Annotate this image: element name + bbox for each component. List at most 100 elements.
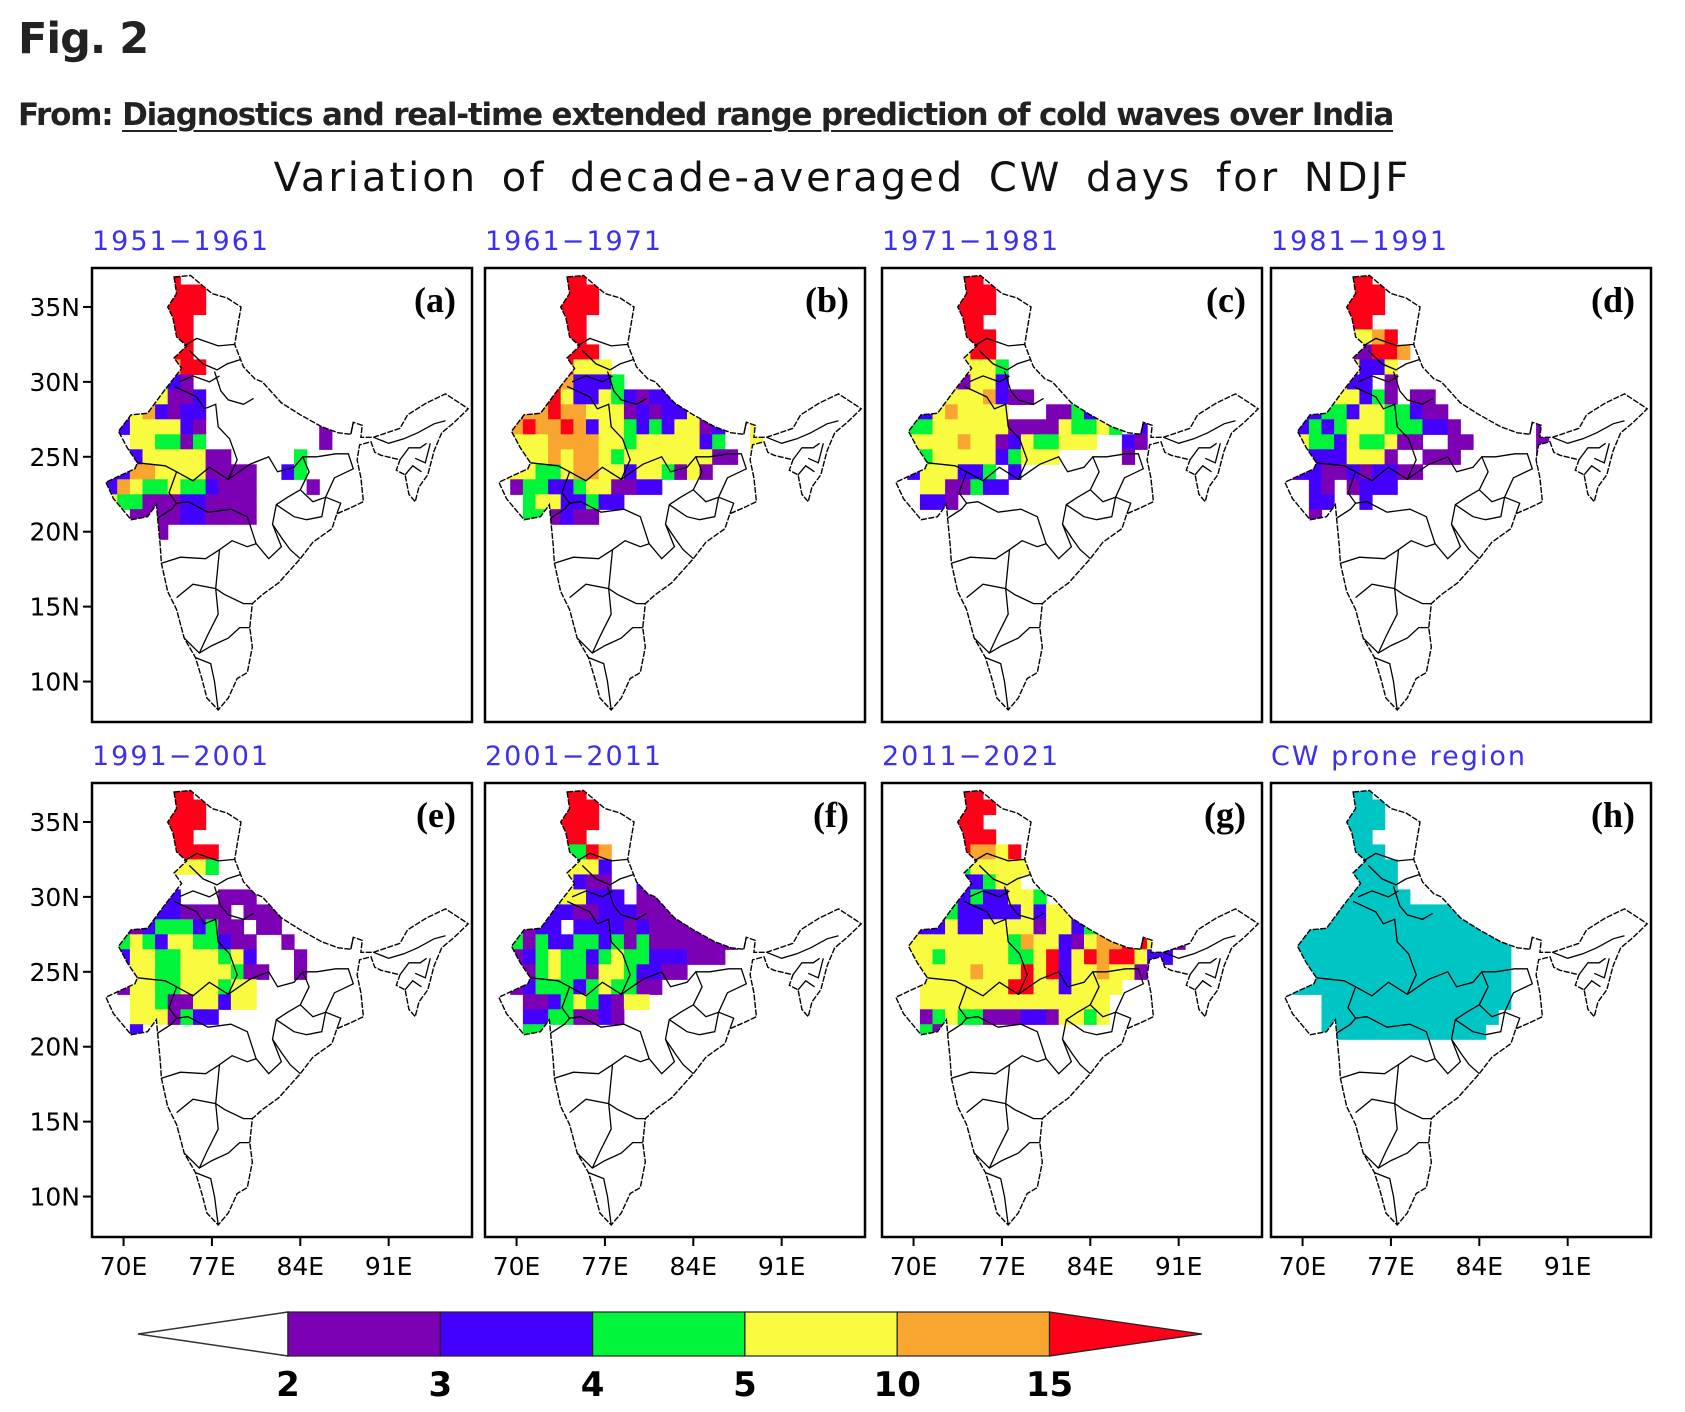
grid-cell [1473, 374, 1487, 390]
colorbar-bin [896, 1311, 1051, 1357]
grid-cell [1359, 434, 1373, 450]
grid-cell [1498, 964, 1512, 980]
grid-cell [193, 299, 207, 316]
grid-cell [167, 964, 181, 980]
grid-cell [548, 844, 562, 860]
grid-cell [1346, 329, 1360, 345]
state-border [198, 588, 219, 654]
grid-cell [649, 434, 663, 450]
grid-cell [983, 844, 997, 860]
state-border [608, 549, 614, 589]
map-panel-b: 1961−1971 (b) [483, 226, 867, 724]
grid-cell [1334, 919, 1348, 935]
grid-cell [167, 389, 181, 405]
grid-cell [268, 889, 282, 905]
grid-cell [1447, 419, 1461, 435]
state-border [973, 626, 1040, 654]
grid-cell [535, 964, 549, 980]
grid-cell [945, 359, 959, 375]
grid-cell [1033, 994, 1047, 1010]
state-border [1194, 979, 1212, 991]
grid-cell [1284, 419, 1297, 435]
grid-cell [180, 299, 194, 316]
grid-cell [983, 359, 997, 375]
grid-cell [932, 814, 946, 831]
grid-cell [205, 494, 219, 510]
figure-number: Fig. 2 [18, 14, 149, 64]
grid-cell [1384, 449, 1398, 465]
grid-cell [510, 904, 524, 920]
state-border [1336, 1017, 1357, 1034]
grid-cell [1321, 284, 1335, 301]
grid-cell [636, 934, 650, 950]
state-border [1578, 442, 1606, 461]
grid-cell [243, 934, 257, 950]
grid-cell [117, 374, 131, 390]
grid-cell [1321, 314, 1335, 330]
grid-cell [611, 374, 625, 390]
grid-cell [218, 949, 232, 965]
y-tick-label: 30N [29, 368, 80, 397]
grid-cell [560, 964, 574, 980]
grid-cell [661, 449, 675, 465]
grid-cell [1372, 344, 1386, 360]
grid-cell [142, 329, 156, 345]
grid-cell [1109, 949, 1123, 965]
grid-cell [498, 389, 511, 405]
grid-cell [1422, 1009, 1436, 1025]
grid-cell [661, 949, 675, 965]
grid-cell [1008, 1009, 1022, 1025]
article-title-link[interactable]: Diagnostics and real-time extended range… [122, 97, 1394, 133]
grid-cell [535, 419, 549, 435]
grid-cell [218, 889, 232, 905]
grid-cell [560, 814, 574, 831]
grid-cell [92, 464, 105, 480]
grid-cell [1460, 979, 1474, 995]
grid-cell [1084, 904, 1098, 920]
grid-cell [1334, 949, 1348, 965]
grid-cell [1359, 314, 1373, 330]
grid-cell [1384, 344, 1398, 360]
grid-cell [1334, 314, 1348, 330]
grid-cell [1372, 949, 1386, 965]
grid-cell [932, 359, 946, 375]
grid-cell [485, 979, 498, 995]
grid-cell [167, 919, 181, 935]
grid-cell [573, 949, 587, 965]
grid-cell [945, 964, 959, 980]
grid-cell [970, 874, 984, 890]
grid-cell [1334, 874, 1348, 890]
grid-cell [1308, 494, 1323, 510]
grid-cell [1308, 829, 1323, 845]
grid-cell [1422, 404, 1436, 420]
y-tick-label: 35N [29, 293, 80, 322]
grid-cell [957, 404, 971, 420]
state-border [1377, 588, 1398, 654]
grid-cell [155, 344, 169, 360]
grid-cell [1334, 389, 1348, 405]
grid-cell [1296, 874, 1310, 890]
grid-cell [586, 404, 600, 420]
grid-cell [535, 344, 549, 360]
grid-cell [129, 374, 144, 390]
grid-cell [230, 479, 245, 495]
grid-cell [1548, 359, 1562, 375]
grid-cell [548, 919, 562, 935]
grid-cell [535, 829, 549, 845]
grid-cell [919, 434, 934, 450]
grid-cell [983, 389, 997, 405]
grid-cell [983, 329, 997, 345]
grid-cell [1008, 874, 1022, 890]
grid-cell [674, 464, 688, 480]
grid-cell [142, 874, 156, 890]
grid-cell [142, 419, 156, 435]
grid-cell [1096, 889, 1110, 905]
grid-cell [129, 524, 144, 540]
grid-cell [1346, 964, 1360, 980]
grid-cell [598, 419, 612, 435]
grid-cell [180, 994, 194, 1010]
grid-cell [1020, 434, 1035, 450]
grid-cell [205, 844, 219, 860]
grid-cell [1321, 844, 1335, 860]
grid-cell [1008, 844, 1022, 860]
